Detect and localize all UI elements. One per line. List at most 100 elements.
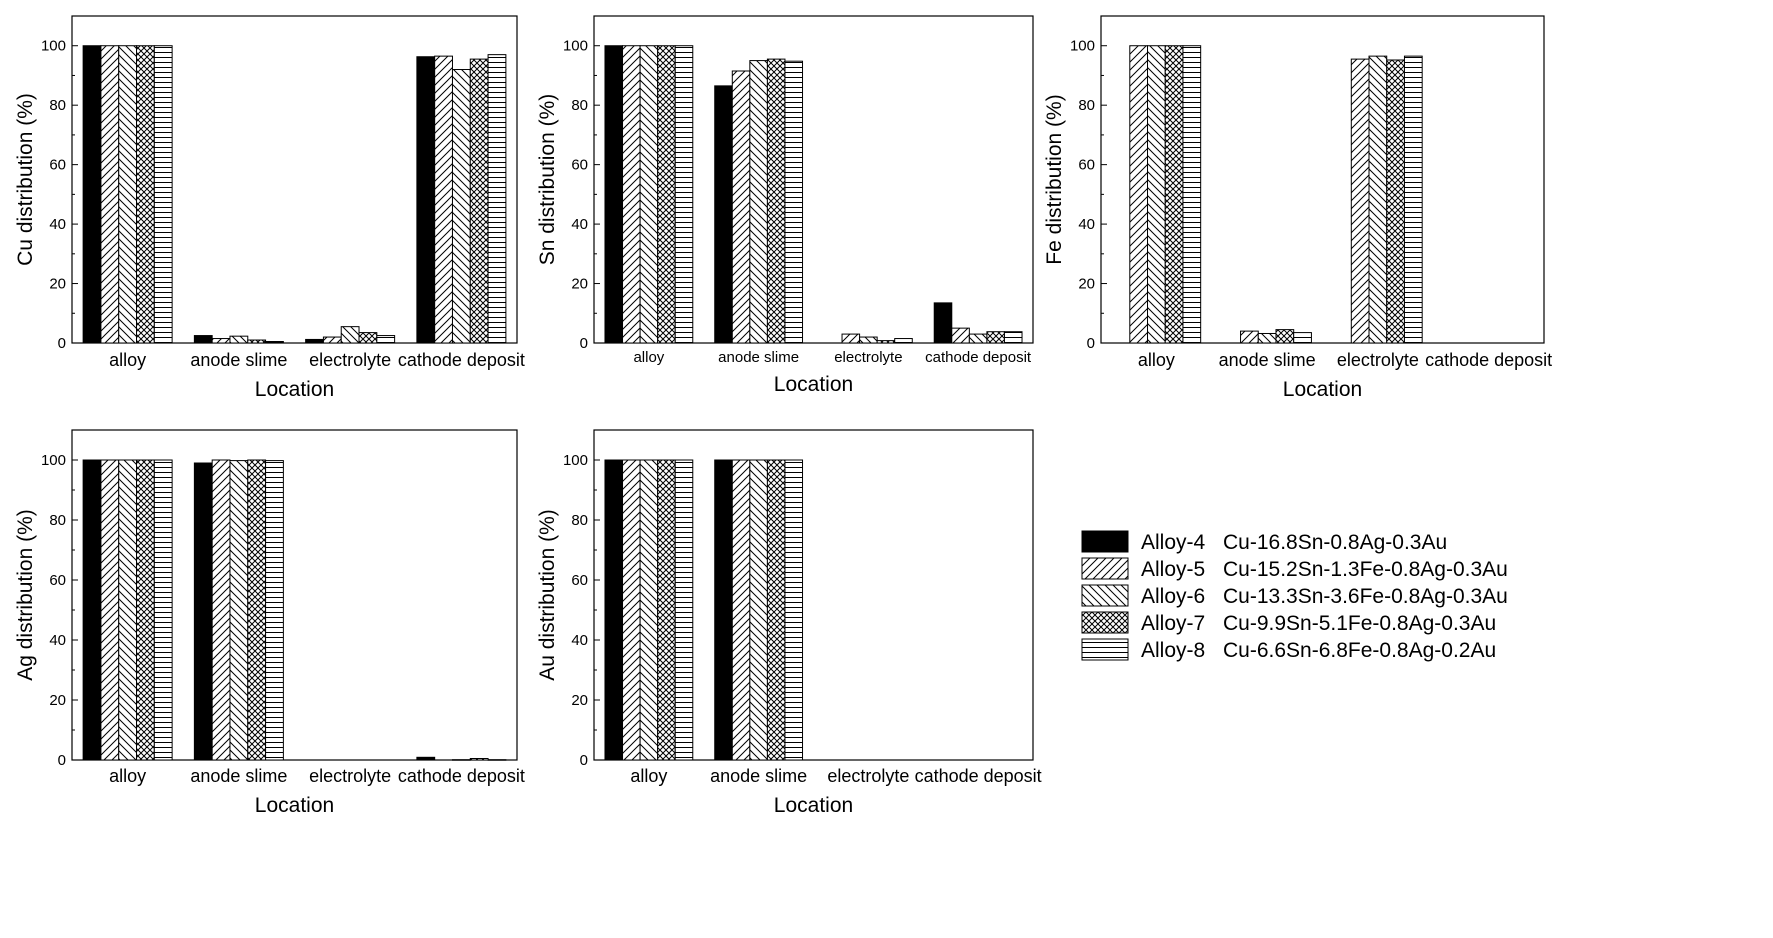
bar-alloy-5 bbox=[100, 45, 120, 344]
x-category-label: electrolyte bbox=[1337, 350, 1419, 370]
bar-alloy-7 bbox=[358, 332, 378, 344]
bar-alloy-6 bbox=[340, 326, 360, 344]
y-tick-label: 80 bbox=[571, 97, 588, 114]
legend-composition: Cu-13.3Sn-3.6Fe-0.8Ag-0.3Au bbox=[1223, 585, 1508, 608]
bar-alloy-7 bbox=[876, 340, 896, 344]
legend-alloy-name: Alloy-5 bbox=[1141, 558, 1205, 581]
x-category-label: anode slime bbox=[718, 349, 799, 366]
legend-item-alloy-8: Alloy-8 Cu-6.6Sn-6.8Fe-0.8Ag-0.2Au bbox=[1081, 638, 1496, 662]
x-category-label: electrolyte bbox=[309, 350, 391, 370]
plot-frame bbox=[1100, 15, 1545, 344]
y-axis-title: Fe distribution (%) bbox=[1043, 94, 1066, 264]
y-tick-label: 100 bbox=[563, 452, 588, 469]
bar-alloy-7 bbox=[1164, 45, 1184, 344]
bar-alloy-7 bbox=[766, 459, 786, 761]
bar-alloy-6 bbox=[229, 460, 249, 761]
y-tick-label: 0 bbox=[1087, 335, 1095, 352]
x-axis-title: Location bbox=[774, 794, 853, 817]
y-axis-title: Sn distribution (%) bbox=[536, 94, 559, 266]
x-category-label: cathode deposit bbox=[925, 349, 1032, 366]
bar-alloy-5 bbox=[1129, 45, 1149, 344]
chart-panel-3: 0 20 40 60 80 100 alloy anode slime electrolyte c… bbox=[1043, 15, 1552, 401]
bar-alloy-5 bbox=[731, 459, 751, 761]
legend-item-alloy-6: Alloy-6 Cu-13.3Sn-3.6Fe-0.8Ag-0.3Au bbox=[1081, 584, 1508, 608]
bar-alloy-7 bbox=[136, 45, 155, 344]
y-tick-label: 40 bbox=[49, 216, 66, 233]
x-category-label: electrolyte bbox=[827, 766, 909, 786]
bar-alloy-7 bbox=[766, 58, 786, 344]
bar-alloy-7 bbox=[657, 45, 676, 344]
x-axis-title: Location bbox=[255, 794, 334, 817]
bar-alloy-8 bbox=[674, 45, 694, 344]
legend-item-alloy-7: Alloy-7 Cu-9.9Sn-5.1Fe-0.8Ag-0.3Au bbox=[1081, 611, 1496, 635]
x-category-label: cathode deposit bbox=[915, 766, 1042, 786]
bar-alloy-5 bbox=[951, 327, 970, 344]
bar-alloy-6 bbox=[1147, 45, 1166, 344]
bar-alloy-4 bbox=[305, 338, 324, 344]
y-tick-label: 40 bbox=[571, 632, 588, 649]
y-tick-label: 80 bbox=[49, 97, 66, 114]
bar-alloy-8 bbox=[784, 459, 804, 761]
x-category-label: electrolyte bbox=[834, 349, 902, 366]
legend-composition: Cu-15.2Sn-1.3Fe-0.8Ag-0.3Au bbox=[1223, 558, 1508, 581]
bar-alloy-4 bbox=[714, 459, 733, 761]
y-tick-label: 100 bbox=[41, 452, 66, 469]
y-tick-label: 20 bbox=[571, 692, 588, 709]
bar-alloy-8 bbox=[1182, 45, 1202, 344]
bar-alloy-7 bbox=[136, 459, 155, 761]
bar-alloy-5 bbox=[1350, 58, 1370, 344]
legend-swatch bbox=[1081, 557, 1129, 580]
legend-swatch bbox=[1081, 530, 1129, 553]
bar-alloy-6 bbox=[639, 45, 659, 344]
y-tick-label: 100 bbox=[41, 38, 66, 55]
bar-alloy-8 bbox=[265, 341, 284, 344]
chart-panels: 0 20 40 60 80 100 alloy anode slime electrolyte c… bbox=[14, 15, 1552, 817]
bar-alloy-8 bbox=[487, 54, 507, 344]
bar-alloy-5 bbox=[841, 333, 861, 344]
bar-alloy-6 bbox=[859, 336, 878, 344]
bar-alloy-4 bbox=[193, 462, 213, 761]
y-tick-label: 0 bbox=[580, 335, 588, 352]
x-category-label: alloy bbox=[633, 349, 664, 366]
x-category-label: cathode deposit bbox=[398, 350, 525, 370]
bar-alloy-4 bbox=[416, 756, 436, 761]
bar-alloy-8 bbox=[487, 759, 507, 761]
bar-alloy-5 bbox=[731, 70, 751, 344]
plot-frame bbox=[71, 429, 518, 761]
bar-alloy-8 bbox=[153, 459, 173, 761]
legend-composition: Cu-9.9Sn-5.1Fe-0.8Ag-0.3Au bbox=[1223, 612, 1496, 635]
bar-alloy-5 bbox=[100, 459, 120, 761]
y-axis-title: Au distribution (%) bbox=[536, 509, 559, 681]
x-category-label: anode slime bbox=[190, 766, 287, 786]
legend-item-alloy-5: Alloy-5 Cu-15.2Sn-1.3Fe-0.8Ag-0.3Au bbox=[1081, 557, 1508, 581]
bar-alloy-7 bbox=[247, 459, 267, 761]
bar-alloy-4 bbox=[193, 335, 213, 344]
y-tick-label: 20 bbox=[49, 692, 66, 709]
bar-alloy-8 bbox=[153, 45, 173, 344]
bar-alloy-4 bbox=[82, 459, 102, 761]
chart-panel-2: 0 20 40 60 80 100 alloy anode slime electrolyte c… bbox=[536, 15, 1034, 396]
bar-alloy-7 bbox=[1275, 329, 1295, 344]
legend-alloy-name: Alloy-4 bbox=[1141, 531, 1206, 554]
bar-alloy-5 bbox=[622, 459, 641, 761]
chart-panel-4: 0 20 40 60 80 100 alloy anode slime electrolyte c… bbox=[14, 429, 525, 817]
y-tick-label: 0 bbox=[580, 752, 588, 769]
x-category-label: anode slime bbox=[1219, 350, 1316, 370]
y-tick-label: 80 bbox=[1078, 97, 1095, 114]
legend-item-alloy-4: Alloy-4 Cu-16.8Sn-0.8Ag-0.3Au bbox=[1081, 530, 1447, 554]
y-axis-title: Cu distribution (%) bbox=[14, 93, 37, 266]
bar-alloy-5 bbox=[211, 459, 231, 761]
y-tick-label: 40 bbox=[571, 216, 588, 233]
bar-alloy-4 bbox=[714, 85, 733, 344]
plot-frame bbox=[71, 15, 518, 344]
bar-alloy-8 bbox=[1293, 332, 1312, 344]
legend-alloy-name: Alloy-6 bbox=[1141, 585, 1205, 608]
legend-composition: Cu-16.8Sn-0.8Ag-0.3Au bbox=[1223, 531, 1447, 554]
y-tick-label: 60 bbox=[571, 157, 588, 174]
bar-alloy-6 bbox=[118, 459, 138, 761]
x-category-label: alloy bbox=[109, 350, 146, 370]
y-tick-label: 20 bbox=[1078, 276, 1095, 293]
bar-alloy-8 bbox=[894, 338, 913, 344]
bar-alloy-6 bbox=[749, 459, 768, 761]
legend-alloy-name: Alloy-8 bbox=[1141, 639, 1205, 662]
